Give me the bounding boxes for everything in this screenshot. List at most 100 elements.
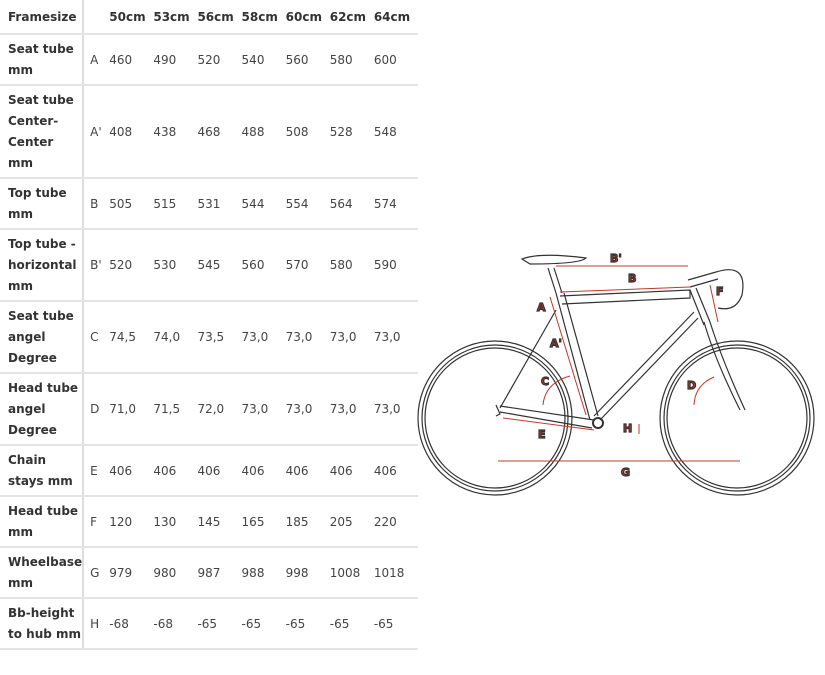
table-row: Seat tube Center- Center mm A' 408 438 468 488 50… bbox=[0, 85, 418, 179]
row-label: Seat tube mm bbox=[0, 34, 85, 86]
framesize-header: Framesize bbox=[0, 0, 85, 35]
value-cell: 130 bbox=[153, 496, 198, 548]
value-cell: 72,0 bbox=[197, 373, 242, 446]
value-cell: 74,0 bbox=[153, 301, 198, 374]
value-cell: 406 bbox=[197, 445, 242, 497]
value-cell: 71,5 bbox=[153, 373, 198, 446]
row-label-line: Seat tube bbox=[8, 308, 74, 323]
dimension-letter: C bbox=[83, 301, 110, 374]
value-cell: 520 bbox=[109, 229, 154, 302]
row-label-line: Top tube - bbox=[8, 236, 76, 251]
value-cell: 490 bbox=[153, 34, 198, 86]
table-row: Bb-height to hub mm H -68 -68 -65 -65 -65 -65 -65 bbox=[0, 598, 418, 650]
label-a: A bbox=[537, 301, 546, 314]
header-row: Framesize 50cm 53cm 56cm 58cm 60cm 62cm … bbox=[0, 0, 418, 35]
value-cell: 560 bbox=[285, 34, 330, 86]
value-cell: 528 bbox=[329, 85, 374, 179]
label-d: D bbox=[687, 379, 696, 392]
value-cell: 530 bbox=[153, 229, 198, 302]
value-cell: 71,0 bbox=[109, 373, 154, 446]
row-label-line: Center bbox=[8, 134, 54, 149]
size-header: 64cm bbox=[373, 0, 418, 35]
frame bbox=[495, 254, 746, 429]
row-label: Top tube - horizontal mm bbox=[0, 229, 85, 302]
value-cell: 205 bbox=[329, 496, 374, 548]
rear-wheel bbox=[417, 340, 573, 496]
row-label-line: Seat tube bbox=[8, 92, 74, 107]
dimension-letter: E bbox=[83, 445, 110, 497]
value-cell: 468 bbox=[197, 85, 242, 179]
size-header: 53cm bbox=[153, 0, 198, 35]
table-row: Wheelbase mm G 979 980 987 988 998 1008 1018 bbox=[0, 547, 418, 599]
row-label-line: Seat tube bbox=[8, 41, 74, 56]
value-cell: 460 bbox=[109, 34, 154, 86]
label-h: H bbox=[623, 422, 632, 435]
geometry-table: Framesize 50cm 53cm 56cm 58cm 60cm 62cm … bbox=[0, 0, 418, 650]
value-cell: 408 bbox=[109, 85, 154, 179]
table-row: Head tube angel Degree D 71,0 71,5 72,0 73,0 73,… bbox=[0, 373, 418, 446]
dimension-letter: B bbox=[83, 178, 110, 230]
value-cell: -65 bbox=[197, 598, 242, 650]
value-cell: 531 bbox=[197, 178, 242, 230]
value-cell: 508 bbox=[285, 85, 330, 179]
row-label: Wheelbase mm bbox=[0, 547, 85, 599]
dimension-letter: A bbox=[83, 34, 110, 86]
value-cell: 554 bbox=[285, 178, 330, 230]
value-cell: 73,0 bbox=[329, 373, 374, 446]
value-cell: 488 bbox=[241, 85, 286, 179]
value-cell: 979 bbox=[109, 547, 154, 599]
value-cell: -65 bbox=[285, 598, 330, 650]
row-label: Bb-height to hub mm bbox=[0, 598, 85, 650]
value-cell: 564 bbox=[329, 178, 374, 230]
row-label-line: Center- bbox=[8, 113, 59, 128]
dimension-letter: D bbox=[83, 373, 110, 446]
row-label-line: stays mm bbox=[8, 473, 73, 488]
value-cell: 580 bbox=[329, 34, 374, 86]
value-cell: 570 bbox=[285, 229, 330, 302]
value-cell: 515 bbox=[153, 178, 198, 230]
dimension-letter: F bbox=[83, 496, 110, 548]
value-cell: 545 bbox=[197, 229, 242, 302]
row-label-line: angel bbox=[8, 401, 46, 416]
front-wheel bbox=[659, 340, 815, 496]
value-cell: 406 bbox=[285, 445, 330, 497]
value-cell: 580 bbox=[329, 229, 374, 302]
row-label-line: Degree bbox=[8, 422, 57, 437]
value-cell: 406 bbox=[329, 445, 374, 497]
value-cell: 406 bbox=[153, 445, 198, 497]
size-header: 56cm bbox=[197, 0, 242, 35]
row-label-line: to hub mm bbox=[8, 626, 82, 641]
row-label-line: Bb-height bbox=[8, 605, 75, 620]
value-cell: 406 bbox=[109, 445, 154, 497]
value-cell: 185 bbox=[285, 496, 330, 548]
value-cell: 520 bbox=[197, 34, 242, 86]
label-e: E bbox=[538, 428, 546, 441]
row-label: Chain stays mm bbox=[0, 445, 85, 497]
row-label-line: mm bbox=[8, 575, 34, 590]
row-label-line: Top tube bbox=[8, 185, 67, 200]
size-header: 62cm bbox=[329, 0, 374, 35]
row-label-line: mm bbox=[8, 155, 34, 170]
row-label-line: Head tube bbox=[8, 380, 79, 395]
value-cell: 220 bbox=[373, 496, 418, 548]
value-cell: -65 bbox=[329, 598, 374, 650]
label-c: C bbox=[541, 375, 549, 388]
size-header: 50cm bbox=[109, 0, 154, 35]
value-cell: 574 bbox=[373, 178, 418, 230]
row-label: Top tube mm bbox=[0, 178, 85, 230]
value-cell: 560 bbox=[241, 229, 286, 302]
value-cell: 548 bbox=[373, 85, 418, 179]
value-cell: 406 bbox=[373, 445, 418, 497]
value-cell: 120 bbox=[109, 496, 154, 548]
label-g: G bbox=[621, 466, 630, 479]
value-cell: 73,0 bbox=[241, 301, 286, 374]
row-label-line: horizontal bbox=[8, 257, 77, 272]
size-header: 60cm bbox=[285, 0, 330, 35]
dimension-letter: G bbox=[83, 547, 110, 599]
row-label: Seat tube Center- Center mm bbox=[0, 85, 85, 179]
value-cell: 165 bbox=[241, 496, 286, 548]
value-cell: 590 bbox=[373, 229, 418, 302]
value-cell: -68 bbox=[109, 598, 154, 650]
value-cell: 73,5 bbox=[197, 301, 242, 374]
table-row: Top tube - horizontal mm B' 520 530 545 560 570 5… bbox=[0, 229, 418, 302]
